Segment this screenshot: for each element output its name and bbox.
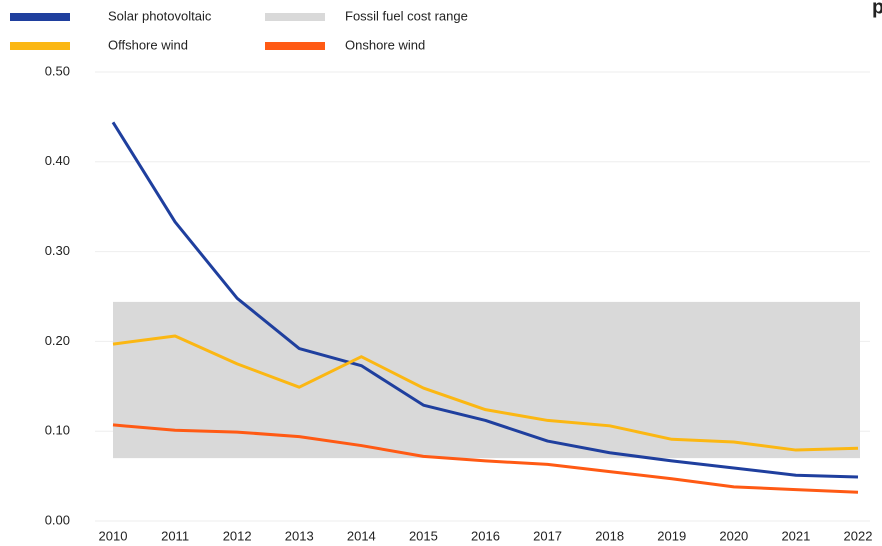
fossil-band	[113, 301, 860, 459]
x-tick-label: 2019	[657, 528, 686, 543]
y-tick-label: 0.50	[45, 63, 70, 78]
legend-label: Solar photovoltaic	[108, 8, 212, 23]
legend-label: Onshore wind	[345, 37, 425, 52]
legend-label: Offshore wind	[108, 37, 188, 52]
legend-swatch	[10, 13, 70, 21]
x-tick-label: 2010	[99, 528, 128, 543]
series-line	[112, 423, 859, 494]
x-tick-label: 2017	[533, 528, 562, 543]
y-tick-label: 0.10	[45, 423, 70, 438]
y-tick-label: 0.40	[45, 153, 70, 168]
y-tick-label: 0.20	[45, 333, 70, 348]
cropped-text: p	[872, 0, 882, 18]
x-tick-label: 2018	[595, 528, 624, 543]
x-tick-label: 2012	[223, 528, 252, 543]
x-tick-label: 2015	[409, 528, 438, 543]
x-tick-label: 2013	[285, 528, 314, 543]
x-tick-label: 2014	[347, 528, 376, 543]
legend-swatch	[265, 13, 325, 21]
x-tick-label: 2020	[719, 528, 748, 543]
y-tick-label: 0.00	[45, 512, 70, 527]
legend-swatch	[265, 42, 325, 50]
x-tick-label: 2011	[161, 528, 189, 543]
x-tick-label: 2022	[844, 528, 873, 543]
y-tick-label: 0.30	[45, 243, 70, 258]
x-tick-label: 2016	[471, 528, 500, 543]
legend-swatch	[10, 42, 70, 50]
x-tick-label: 2021	[781, 528, 810, 543]
legend-label: Fossil fuel cost range	[345, 8, 468, 23]
series-line	[112, 334, 859, 452]
series-line	[111, 121, 859, 479]
